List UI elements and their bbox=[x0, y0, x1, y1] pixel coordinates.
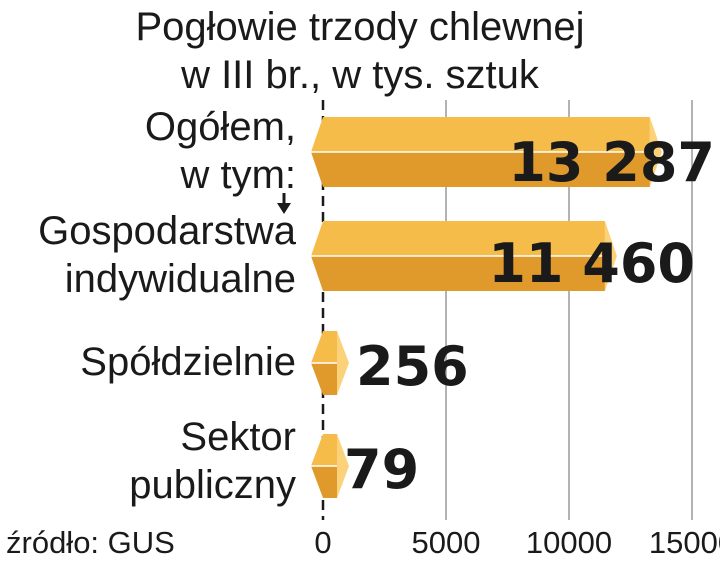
bar-end-cap bbox=[604, 221, 617, 291]
category-label: publiczny bbox=[129, 463, 296, 507]
tick-label: 5000 bbox=[412, 525, 481, 560]
chart-title-line-1: Pogłowie trzody chlewnej bbox=[135, 5, 584, 49]
category-label: Spółdzielnie bbox=[80, 340, 296, 384]
bar-face-top bbox=[311, 221, 605, 256]
bars bbox=[311, 117, 662, 498]
category-label: Ogółem, bbox=[145, 105, 296, 149]
bar-end-cap bbox=[337, 331, 349, 395]
data-label: 256 bbox=[356, 335, 469, 398]
bar-end-cap bbox=[337, 434, 349, 498]
bar-end-cap bbox=[649, 117, 662, 187]
bar bbox=[311, 331, 349, 395]
bar-face-bottom bbox=[311, 466, 337, 498]
chart-title: Pogłowie trzody chlewnej w III br., w ty… bbox=[135, 5, 584, 97]
category-label: Gospodarstwa bbox=[38, 209, 297, 253]
bar-face-top bbox=[311, 331, 337, 363]
bar-face-bottom bbox=[311, 256, 605, 291]
source-note: źródło: GUS bbox=[6, 525, 175, 560]
bar-face-bottom bbox=[311, 152, 650, 187]
tick-label: 0 bbox=[314, 525, 331, 560]
tick-label: 15000 bbox=[649, 525, 720, 560]
chart-title-line-2: w III br., w tys. sztuk bbox=[180, 53, 540, 97]
data-label: 13 287 bbox=[508, 131, 715, 194]
arrow-head-icon bbox=[277, 203, 291, 214]
tick-labels: 0 5000 10000 15000 bbox=[314, 525, 720, 560]
data-label: 79 bbox=[344, 438, 419, 501]
bar bbox=[311, 434, 349, 498]
bar-face-top bbox=[311, 434, 337, 466]
bar bbox=[311, 221, 617, 291]
tick-label: 10000 bbox=[526, 525, 612, 560]
category-label: w tym: bbox=[179, 153, 296, 197]
bar bbox=[311, 117, 662, 187]
category-label: indywidualne bbox=[65, 257, 296, 301]
bar-face-top bbox=[311, 117, 650, 152]
bar-face-bottom bbox=[311, 363, 337, 395]
data-label: 11 460 bbox=[488, 232, 695, 295]
value-labels: 13 287 11 460 256 79 bbox=[344, 131, 715, 501]
category-label: Sektor bbox=[180, 415, 296, 459]
